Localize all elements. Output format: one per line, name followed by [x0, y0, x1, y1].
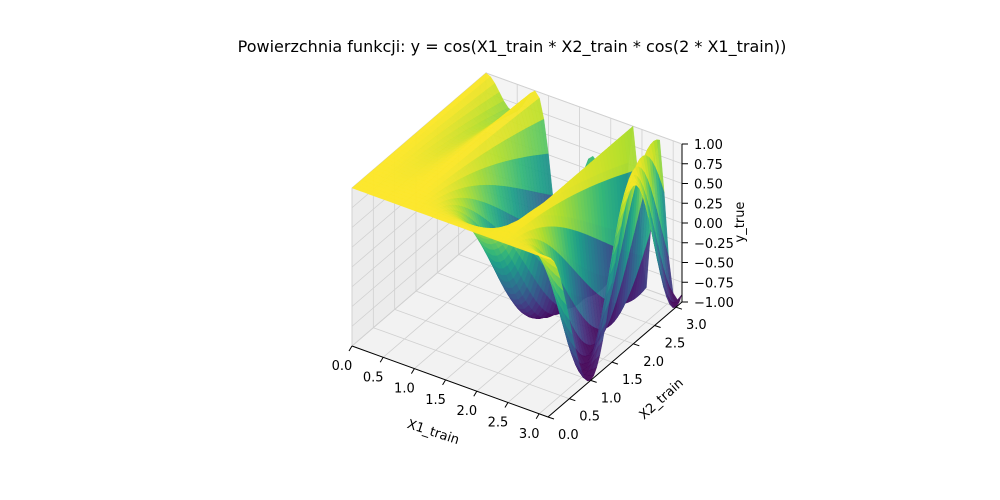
- x-axis-line: [351, 345, 549, 418]
- x-tick-mark: [504, 402, 509, 408]
- x-tick-label: 0.5: [363, 370, 384, 385]
- floor-grid-line: [373, 327, 570, 400]
- x-tick-mark: [473, 390, 478, 397]
- floor-grid-line: [538, 298, 674, 415]
- x-tick-mark: [535, 413, 540, 420]
- y-tick-mark: [569, 398, 576, 402]
- z-tick-label: −1.00: [694, 296, 734, 311]
- y-tick-label: 3.0: [686, 318, 707, 333]
- surface-facet: [542, 256, 552, 260]
- y-tick-label: 2.0: [643, 355, 664, 370]
- back-grid-line: [485, 72, 683, 145]
- x-tick-label: 2.5: [488, 416, 509, 431]
- y-tick-label: 0.5: [579, 410, 600, 425]
- y-tick-label: 1.0: [601, 391, 622, 406]
- y-tick-mark: [590, 379, 597, 383]
- z-tick-label: −0.25: [694, 237, 734, 252]
- y-tick-mark: [675, 306, 683, 310]
- y-tick-label: 2.5: [665, 337, 686, 352]
- x-tick-mark: [442, 379, 447, 386]
- x-tick-mark: [348, 345, 353, 352]
- x-tick-mark: [410, 368, 415, 374]
- x-tick-label: 1.0: [394, 382, 415, 397]
- y-tick-mark: [654, 325, 661, 328]
- z-tick-label: −0.50: [694, 257, 734, 272]
- z-tick-label: 0.00: [694, 217, 723, 232]
- x-tick-label: 0.0: [332, 359, 353, 374]
- x-tick-label: 3.0: [519, 427, 540, 442]
- floor-grid-line: [394, 309, 591, 381]
- surface-plot: [351, 72, 683, 382]
- tick-labels: 0.00.51.01.52.02.53.0 0.00.51.01.52.02.53…: [332, 138, 734, 443]
- x-axis-label: X1_train: [405, 417, 461, 448]
- axes: [348, 143, 688, 420]
- y-tick-mark: [611, 361, 619, 365]
- side-grid-line: [351, 230, 487, 347]
- y-axis-line: [547, 301, 683, 418]
- chart-title: Powierzchnia funkcji: y = cos(X1_train *…: [238, 37, 787, 57]
- y-axis-label: X2_train: [637, 376, 687, 423]
- z-tick-label: 1.00: [694, 138, 723, 153]
- z-tick-label: 0.50: [694, 178, 723, 193]
- x-tick-mark: [379, 357, 384, 363]
- z-tick-label: 0.25: [694, 197, 723, 212]
- side-grid-line: [351, 210, 487, 327]
- z-tick-label: −0.75: [694, 276, 734, 291]
- z-tick-label: 0.75: [694, 158, 723, 173]
- y-tick-label: 1.5: [622, 373, 643, 388]
- y-tick-mark: [633, 343, 640, 347]
- y-tick-label: 0.0: [558, 428, 579, 443]
- x-tick-label: 1.5: [425, 393, 446, 408]
- y-tick-mark: [547, 416, 555, 420]
- x-tick-label: 2.0: [456, 404, 477, 419]
- z-axis-label: y_true: [733, 202, 748, 243]
